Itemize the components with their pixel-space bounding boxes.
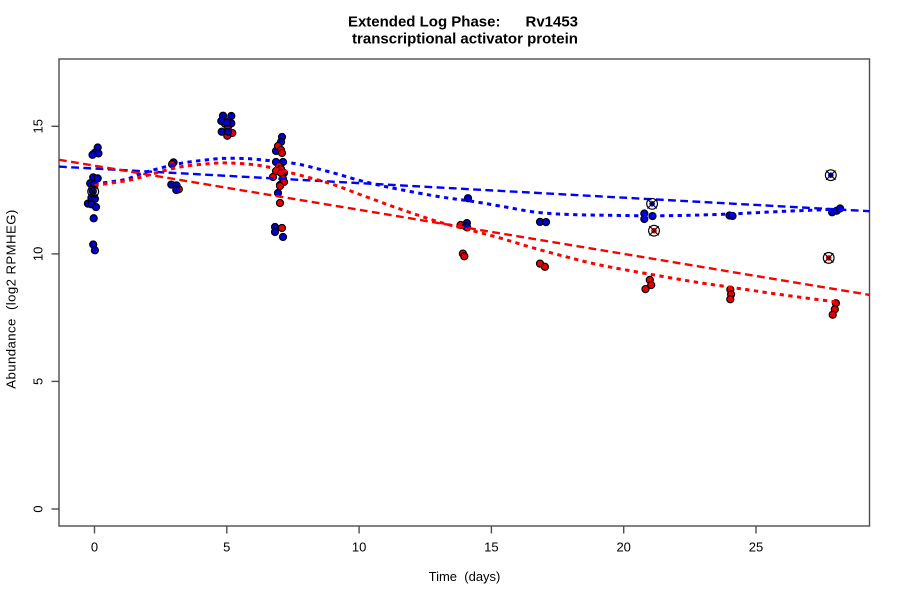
svg-text:15: 15 — [31, 119, 46, 133]
svg-text:0: 0 — [31, 505, 46, 512]
svg-text:10: 10 — [352, 540, 366, 555]
svg-text:5: 5 — [31, 378, 46, 385]
svg-text:Abundance (log2 RPMHEG): Abundance (log2 RPMHEG) — [4, 209, 19, 388]
svg-text:15: 15 — [484, 540, 498, 555]
svg-text:10: 10 — [31, 247, 46, 261]
svg-text:25: 25 — [749, 540, 763, 555]
svg-text:20: 20 — [616, 540, 630, 555]
svg-text:Time (days): Time (days) — [429, 569, 501, 584]
svg-text:5: 5 — [223, 540, 230, 555]
svg-text:0: 0 — [91, 540, 98, 555]
svg-text:Extended Log Phase: Rv145: Extended Log Phase: Rv1453 — [348, 14, 578, 31]
svg-text:transcriptional activator prot: transcriptional activator protein — [352, 31, 578, 48]
